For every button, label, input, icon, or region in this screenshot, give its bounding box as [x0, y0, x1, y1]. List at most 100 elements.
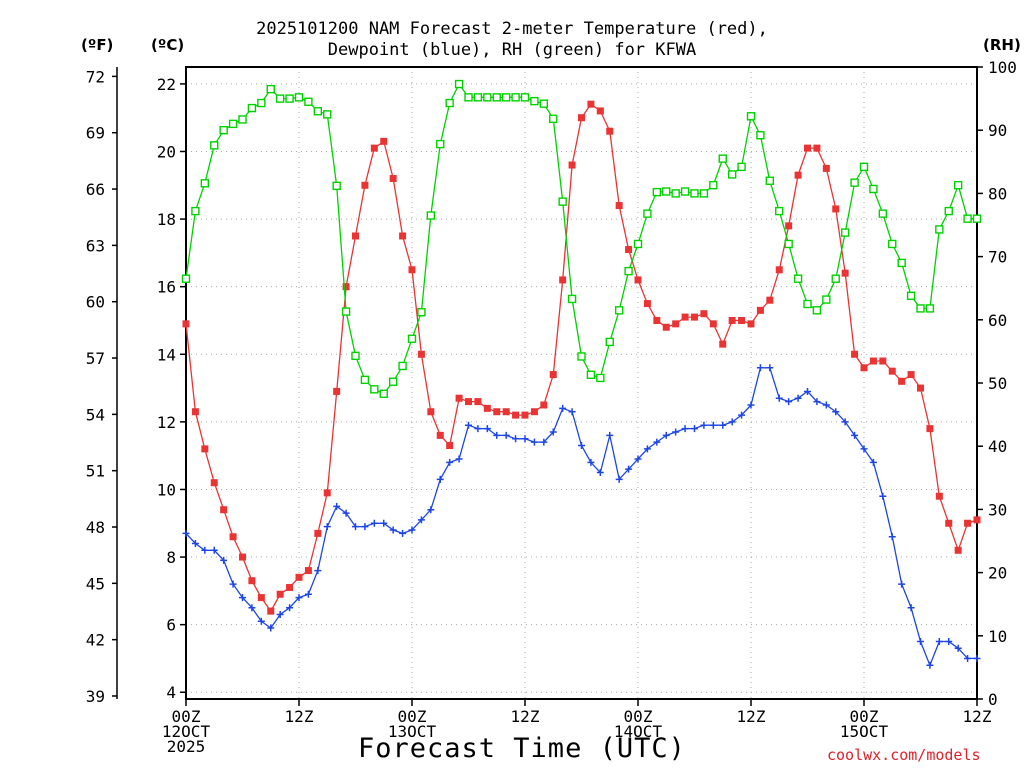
temperature-point — [201, 445, 209, 453]
temperature-point — [304, 567, 312, 575]
rh-point — [539, 99, 549, 108]
temperature-point — [465, 398, 472, 406]
x-tick-label: 12Z — [285, 707, 314, 726]
rh-point — [737, 162, 746, 172]
dewpoint-point — [813, 398, 821, 406]
rh-point — [822, 295, 831, 304]
dewpoint-point — [578, 442, 585, 450]
rh-point — [351, 351, 360, 361]
fahrenheit-tick-label: 54 — [86, 405, 105, 424]
dewpoint-point — [427, 506, 435, 514]
temperature-point — [342, 283, 350, 291]
series-rh — [181, 79, 982, 398]
temperature-point — [399, 232, 407, 240]
temperature-point — [879, 357, 887, 365]
rh-point — [473, 93, 483, 102]
dewpoint-point — [832, 408, 840, 416]
dewpoint-point — [766, 364, 774, 372]
temperature-point — [182, 320, 190, 328]
dewpoint-point — [239, 594, 246, 602]
rh-point — [294, 93, 304, 102]
temperature-point — [559, 276, 567, 284]
rh-point — [257, 98, 266, 108]
dewpoint-point — [530, 438, 538, 446]
dewpoint-point — [220, 556, 228, 564]
temperature-point — [568, 161, 576, 169]
dewpoint-point — [973, 654, 981, 662]
fahrenheit-axis-label: (ºF) — [81, 36, 114, 54]
rh-point — [407, 334, 417, 343]
temperature-point — [455, 394, 463, 402]
dewpoint-point — [568, 408, 576, 416]
rh-tick-label: 20 — [988, 564, 1007, 583]
fahrenheit-tick-label: 66 — [86, 180, 105, 199]
dewpoint-point — [606, 431, 614, 439]
dewpoint-point — [643, 445, 651, 453]
rh-point — [878, 209, 888, 218]
dewpoint-point — [540, 438, 548, 446]
rh-point — [483, 93, 492, 102]
rh-point — [633, 239, 643, 249]
dewpoint-point — [653, 438, 661, 446]
rh-point — [643, 209, 652, 218]
dewpoint-point — [888, 533, 896, 541]
dewpoint-point — [954, 644, 962, 652]
temperature-point — [323, 489, 331, 497]
rh-point — [275, 94, 285, 103]
dewpoint-point — [333, 502, 341, 510]
rh-point — [360, 375, 370, 385]
temperature-point — [681, 313, 689, 321]
dewpoint-point — [634, 455, 642, 463]
rh-point — [210, 141, 219, 150]
dewpoint-point — [248, 604, 256, 612]
temperature-point — [587, 100, 595, 108]
rh-point — [859, 162, 869, 172]
temperature-point — [606, 127, 614, 135]
dewpoint-point — [295, 594, 303, 602]
dewpoint-point — [672, 428, 680, 436]
dewpoint-point — [860, 445, 868, 453]
dewpoint-point — [728, 418, 736, 426]
rh-tick-label: 0 — [988, 690, 998, 709]
celsius-tick-label: 16 — [157, 278, 176, 297]
temperature-point — [766, 296, 774, 304]
rh-axis: 0 10 20 30 40 50 60 70 80 90 100 — [977, 58, 1017, 709]
temperature-point — [314, 529, 322, 537]
celsius-axis: 4 6 8 10 12 14 16 18 20 22 — [157, 75, 186, 702]
temperature-point — [653, 316, 661, 324]
dewpoint-point — [549, 428, 557, 436]
dewpoint-point — [926, 661, 934, 669]
dewpoint-point — [775, 394, 783, 402]
dewpoint-point — [804, 387, 811, 395]
dewpoint-point — [380, 519, 388, 527]
temperature-point — [973, 516, 981, 524]
rh-point — [916, 304, 925, 313]
rh-point — [963, 214, 972, 223]
fahrenheit-tick-label: 63 — [86, 236, 105, 255]
rh-tick-label: 30 — [988, 500, 1007, 519]
temperature-point — [540, 401, 548, 409]
dewpoint-point — [738, 411, 746, 419]
fahrenheit-tick-label: 72 — [86, 67, 105, 86]
rh-point — [247, 103, 257, 113]
rh-point — [266, 84, 275, 94]
rh-point — [718, 154, 727, 163]
fahrenheit-tick-label: 57 — [86, 349, 105, 368]
credit-link[interactable]: coolwx.com/models — [827, 746, 981, 764]
dewpoint-point — [794, 394, 802, 402]
fahrenheit-tick-label: 45 — [86, 574, 105, 593]
dewpoint-point — [352, 523, 359, 531]
rh-point — [671, 189, 680, 198]
temperature-point — [785, 222, 793, 230]
rh-point — [850, 178, 859, 187]
dewpoint-point — [502, 431, 510, 439]
dewpoint-point — [286, 604, 294, 612]
dewpoint-point — [257, 617, 265, 625]
rh-point — [238, 115, 247, 124]
temperature-point — [220, 506, 228, 514]
rh-tick-label: 90 — [988, 121, 1007, 140]
dewpoint-point — [370, 519, 378, 527]
rh-point — [793, 274, 803, 283]
rh-point — [972, 214, 982, 223]
dewpoint-point — [314, 567, 322, 575]
